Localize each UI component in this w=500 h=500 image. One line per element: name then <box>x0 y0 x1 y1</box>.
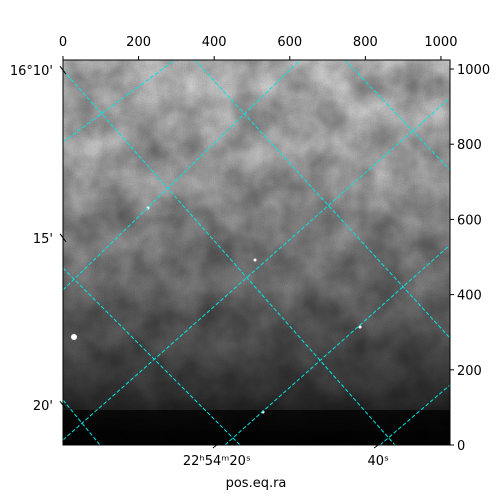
dec-tick <box>59 400 67 410</box>
y-tick-label: 800 <box>457 138 482 153</box>
wcs-grid <box>63 60 450 445</box>
dec-tick-label: 15' <box>33 232 53 247</box>
ra-tick <box>373 441 383 449</box>
plot-frame <box>62 59 451 446</box>
ra-tick-label: 22ʰ54ᵐ20ˢ <box>183 454 251 469</box>
sky-image <box>63 60 450 445</box>
x-tick-label: 200 <box>126 35 151 50</box>
x-tick-label: 400 <box>202 35 227 50</box>
ra-tick <box>212 441 222 449</box>
x-tick-label: 800 <box>353 35 378 50</box>
x-tick-label: 0 <box>59 35 67 50</box>
dec-tick <box>59 65 67 75</box>
y-tick-label: 600 <box>457 213 482 228</box>
ra-tick-label: 40ˢ <box>367 454 389 469</box>
y-tick-label: 0 <box>457 439 465 454</box>
y-tick-label: 200 <box>457 364 482 379</box>
x-axis-label: pos.eq.ra <box>226 476 287 491</box>
dec-tick-label: 16°10' <box>10 64 53 79</box>
y-tick-label: 1000 <box>457 63 490 78</box>
dec-tick <box>59 233 67 243</box>
dec-tick-label: 20' <box>33 399 53 414</box>
y-tick-label: 400 <box>457 289 482 304</box>
x-tick-label: 600 <box>277 35 302 50</box>
x-tick-label: 1000 <box>424 35 457 50</box>
